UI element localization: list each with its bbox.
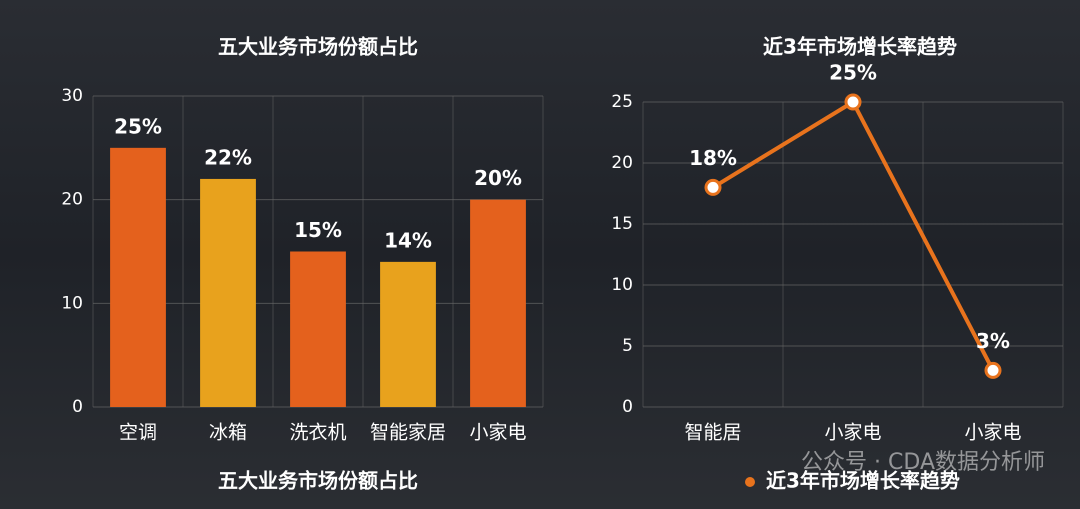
chart-title: 近3年市场增长率趋势 [763, 35, 957, 59]
y-tick-label: 5 [622, 336, 633, 356]
y-tick-label: 0 [72, 397, 83, 417]
data-label: 15% [294, 218, 342, 242]
bar [380, 261, 436, 407]
x-tick-label: 空调 [119, 422, 157, 444]
x-tick-label: 小家电 [964, 422, 1021, 444]
y-tick-label: 30 [61, 86, 83, 106]
data-label: 20% [474, 166, 522, 190]
x-tick-label: 智能居 [684, 422, 741, 444]
x-tick-label: 小家电 [824, 422, 881, 444]
y-tick-label: 20 [61, 190, 83, 210]
y-tick-label: 25 [611, 92, 633, 112]
x-tick-label: 冰箱 [209, 422, 247, 444]
y-tick-label: 10 [611, 275, 633, 295]
data-label: 25% [829, 61, 877, 85]
legend-label: 五大业务市场份额占比 [218, 469, 418, 493]
y-tick-label: 15 [611, 214, 633, 234]
y-tick-label: 20 [611, 153, 633, 173]
data-label: 18% [689, 146, 737, 170]
point [844, 93, 862, 111]
bar [470, 199, 526, 407]
data-label: 14% [384, 228, 432, 252]
watermark: 公众号 · CDA数据分析师 [801, 450, 1045, 475]
point [704, 178, 722, 196]
legend-marker [745, 477, 755, 487]
bar [110, 147, 166, 408]
data-label: 25% [114, 114, 162, 138]
data-label: 3% [976, 329, 1010, 353]
point [984, 361, 1002, 379]
x-tick-label: 小家电 [469, 422, 526, 444]
bar [290, 251, 346, 407]
x-tick-label: 智能家居 [370, 422, 446, 444]
x-tick-label: 洗衣机 [289, 422, 346, 444]
y-tick-label: 10 [61, 293, 83, 313]
data-label: 22% [204, 145, 252, 169]
chart-title: 五大业务市场份额占比 [218, 35, 418, 59]
bar [200, 178, 256, 407]
line [711, 99, 995, 372]
y-tick-label: 0 [622, 397, 633, 417]
legend-label: 近3年市场增长率趋势 [766, 469, 960, 493]
